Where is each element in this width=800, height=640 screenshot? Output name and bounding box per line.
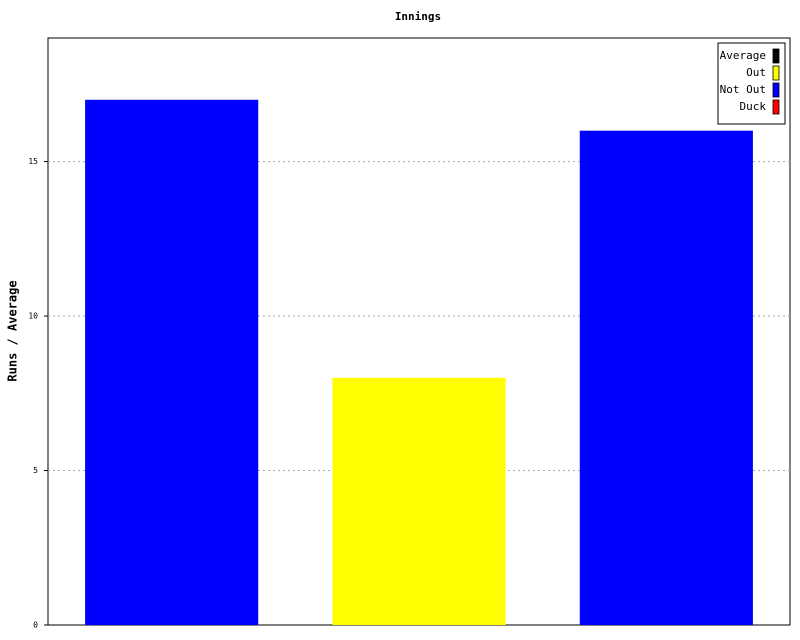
legend-label: Average [720,49,766,62]
legend-swatch [772,99,780,115]
y-tick-label: 5 [33,466,38,475]
y-tick-label: 15 [28,157,38,166]
y-tick-label: 10 [28,312,38,321]
y-axis-label: Runs / Average [6,280,20,381]
legend-label: Duck [740,100,767,113]
bar [332,377,506,625]
bar [85,99,259,625]
legend-label: Not Out [720,83,766,96]
bar [579,130,753,625]
legend-swatch [772,65,780,81]
y-tick-label: 0 [33,621,38,630]
legend-label: Out [746,66,766,79]
chart-title: Innings [395,10,441,23]
legend-swatch [772,48,780,64]
legend-swatch [772,82,780,98]
